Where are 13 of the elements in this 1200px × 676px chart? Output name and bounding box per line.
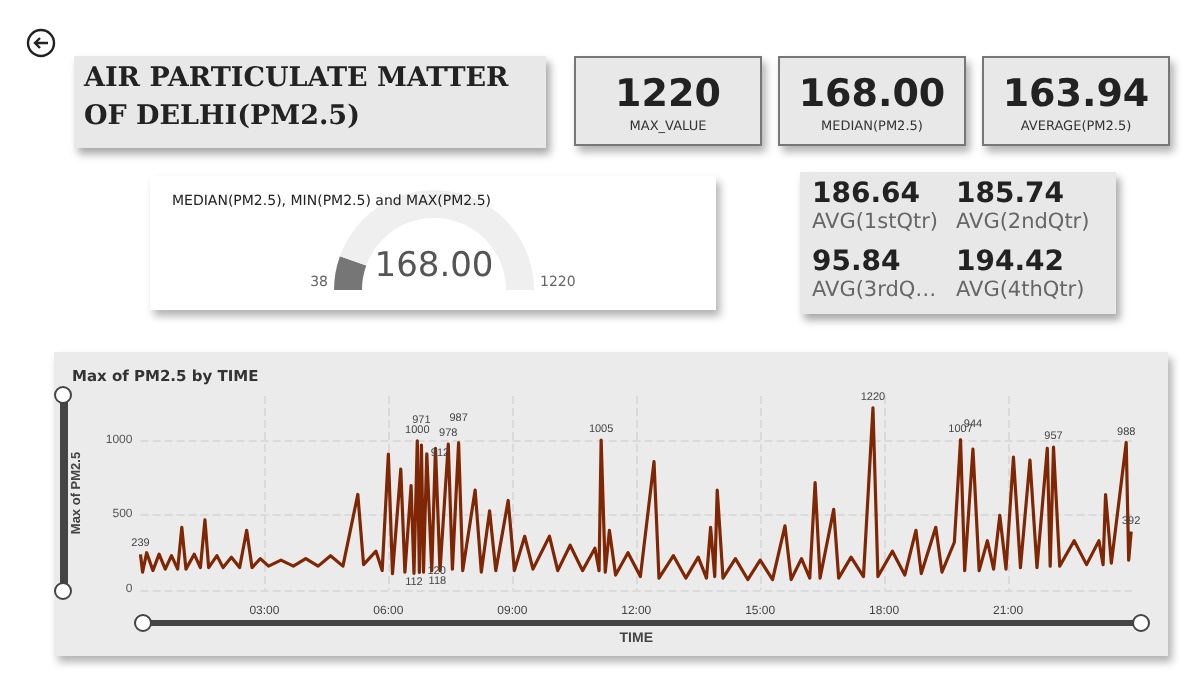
- category-label: AVG(4thQtr): [956, 278, 1087, 302]
- data-label: 194.42: [956, 246, 1067, 278]
- category-label: AVG(1stQtr): [812, 210, 940, 234]
- data-label: 163.94: [1000, 72, 1152, 116]
- data-label: 185.74: [956, 178, 1067, 210]
- category-label: AVG(2ndQtr): [956, 210, 1092, 234]
- text: AIR PARTICULATE MATTER OF DELHI(PM2.5): [74, 56, 546, 148]
- text: 168.00: [372, 246, 496, 286]
- data-label: 95.84: [812, 246, 903, 278]
- category-label: AVG(3rdQ…: [812, 278, 939, 302]
- data-label: 1220: [613, 72, 723, 116]
- data-label: 186.64: [812, 178, 923, 210]
- data-label: 168.00: [796, 72, 948, 116]
